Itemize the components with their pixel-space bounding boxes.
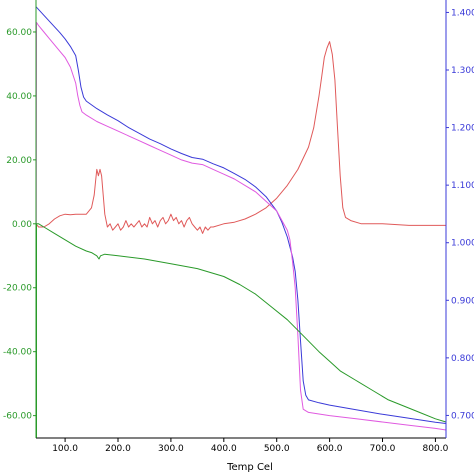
- left-tick-label: -20.00: [3, 284, 32, 294]
- left-tick-label: 20.00: [6, 156, 32, 166]
- series-line-4: [36, 223, 447, 438]
- x-tick-label: 200.0: [105, 444, 131, 454]
- x-tick-label: 800.0: [423, 444, 449, 454]
- right-tick-label: 0.700: [451, 411, 474, 421]
- left-ticks: 60.00 40.00 20.00 0.00 -20.00 -40.00 -60.00: [3, 28, 36, 422]
- right-tick-label: 0.800: [451, 354, 474, 364]
- plot-area: [36, 0, 446, 438]
- series-line-1: [35, 41, 446, 438]
- left-tick-label: 0.00: [12, 220, 32, 230]
- series-line-3: [35, 21, 447, 439]
- series-line-2: [35, 6, 447, 424]
- right-tick-label: 0.900: [451, 296, 474, 306]
- x-tick-label: 400.0: [211, 444, 237, 454]
- x-tick-label: 300.0: [158, 444, 184, 454]
- left-tick-label: -60.00: [3, 412, 32, 422]
- right-tick-label: 1.000: [451, 239, 474, 249]
- x-tick-label: 500.0: [264, 444, 290, 454]
- right-tick-label: 1.300: [451, 66, 474, 76]
- right-tick-label: 1.400: [451, 8, 474, 18]
- left-tick-label: 40.00: [6, 92, 32, 102]
- left-tick-label: 60.00: [6, 28, 32, 38]
- right-ticks: 1.400 1.300 1.200 1.100 1.000 0.900 0.800 0.700: [446, 8, 474, 421]
- x-axis-title: Temp Cel: [226, 462, 273, 473]
- left-tick-label: -40.00: [3, 348, 32, 358]
- right-tick-label: 1.200: [451, 124, 474, 134]
- x-ticks: 100.0 200.0 300.0 400.0 500.0 600.0 700.0 800.0: [52, 438, 449, 454]
- x-tick-label: 600.0: [317, 444, 343, 454]
- x-tick-label: 700.0: [370, 444, 396, 454]
- x-tick-label: 100.0: [52, 444, 78, 454]
- right-tick-label: 1.100: [451, 181, 474, 191]
- series-layer: [35, 6, 447, 439]
